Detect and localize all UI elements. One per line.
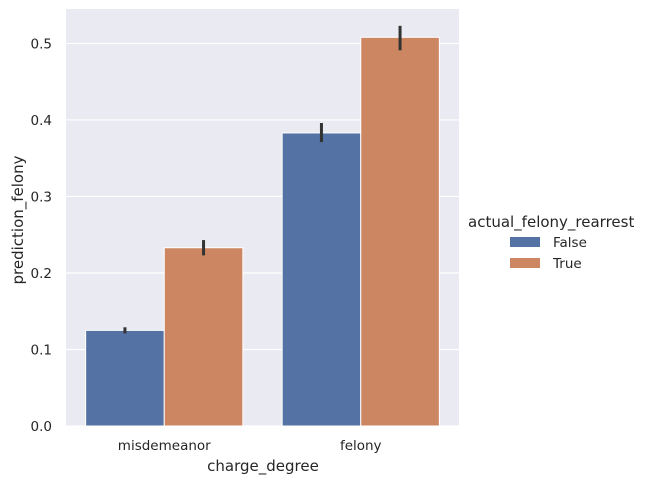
x-axis-label: charge_degree (207, 457, 319, 476)
x-tick-label: felony (340, 438, 382, 454)
legend-label: False (553, 235, 587, 251)
y-tick-label: 0.2 (31, 266, 52, 282)
y-tick-label: 0.5 (31, 36, 52, 52)
y-tick-labels: 0.0 0.1 0.2 0.3 0.4 0.5 (31, 36, 52, 435)
x-tick-label: misdemeanor (118, 438, 211, 454)
legend-entries: False True (510, 235, 587, 272)
bars (85, 36, 440, 427)
bar-misdemeanor-true (163, 247, 244, 427)
legend-label: True (552, 256, 582, 272)
y-tick-label: 0.3 (31, 189, 52, 205)
bar-felony-false (281, 132, 362, 427)
x-tick-labels: misdemeanor felony (118, 438, 382, 454)
bar-misdemeanor-false (85, 329, 165, 427)
y-tick-label: 0.0 (31, 419, 52, 435)
y-tick-label: 0.4 (31, 113, 52, 129)
bar-felony-true (360, 36, 440, 427)
legend-swatch (510, 258, 540, 268)
error-bars (123, 25, 402, 334)
y-axis-label: prediction_felony (9, 155, 28, 284)
legend: actual_felony_rearrest False True (468, 213, 634, 272)
y-tick-label: 0.1 (31, 342, 52, 358)
legend-swatch (510, 237, 540, 247)
legend-title: actual_felony_rearrest (468, 213, 634, 232)
